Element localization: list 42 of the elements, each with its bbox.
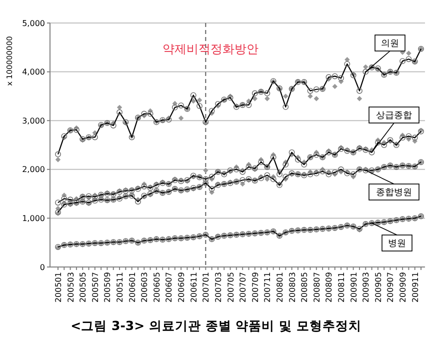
- x-tick-label: 200809: [324, 272, 334, 303]
- ref-line-label: 약제비적정화방안: [162, 42, 259, 56]
- x-tick-label: 200505: [78, 272, 88, 303]
- x-tick-label: 200703: [214, 272, 223, 303]
- series-label: 의원: [381, 39, 399, 50]
- x-tick-label: 200509: [103, 272, 112, 303]
- y-tick-label: 2,000: [22, 165, 45, 174]
- y-tick-label: 0: [40, 262, 45, 272]
- x-tick-label: 200607: [164, 272, 174, 303]
- x-tick-label: 200511: [116, 272, 125, 303]
- x-tick-label: 200709: [250, 272, 260, 303]
- x-tick-label: 200603: [140, 272, 150, 303]
- x-tick-label: 200903: [362, 272, 371, 303]
- x-tick-label: 200901: [349, 272, 358, 303]
- text: <그림 3-3> 의료기관 종별 약품비 및 모형추정치: [70, 318, 362, 333]
- x-tick-label: 200807: [312, 272, 322, 303]
- x-tick-label: 200605: [152, 272, 162, 303]
- x-tick-label: 200501: [54, 272, 63, 303]
- x-tick-label: 200905: [374, 272, 383, 303]
- legend-label: 종합병원: [376, 188, 412, 198]
- x-tick-label: 200801: [275, 272, 284, 303]
- x-tick-label: 200907: [386, 272, 396, 303]
- x-tick-label: 200711: [263, 272, 272, 303]
- x-tick-label: 200507: [90, 272, 100, 303]
- x-tick-label: 200811: [337, 272, 346, 303]
- y-tick-label: 3,000: [22, 116, 45, 126]
- y-tick-label: 4,000: [22, 68, 45, 77]
- y-tick-label: 1,000: [22, 214, 45, 223]
- legend-label: 병원: [388, 239, 406, 250]
- series-label: 상급종합: [376, 111, 412, 122]
- y-tick-label: 5,000: [22, 18, 45, 28]
- x-tick-label: 200805: [300, 272, 310, 303]
- x-tick-label: 200707: [238, 272, 248, 303]
- x-tick-label: 200909: [398, 272, 408, 303]
- x-tick-label: 200803: [288, 272, 297, 303]
- x-tick-label: 200503: [66, 272, 76, 303]
- x-tick-label: 200601: [128, 272, 137, 303]
- x-tick-label: 200911: [410, 272, 420, 303]
- x-tick-label: 200705: [226, 272, 236, 303]
- x-tick-label: 200611: [189, 272, 198, 303]
- x-tick-label: 200609: [177, 272, 186, 303]
- x-tick-label: 200701: [202, 272, 211, 303]
